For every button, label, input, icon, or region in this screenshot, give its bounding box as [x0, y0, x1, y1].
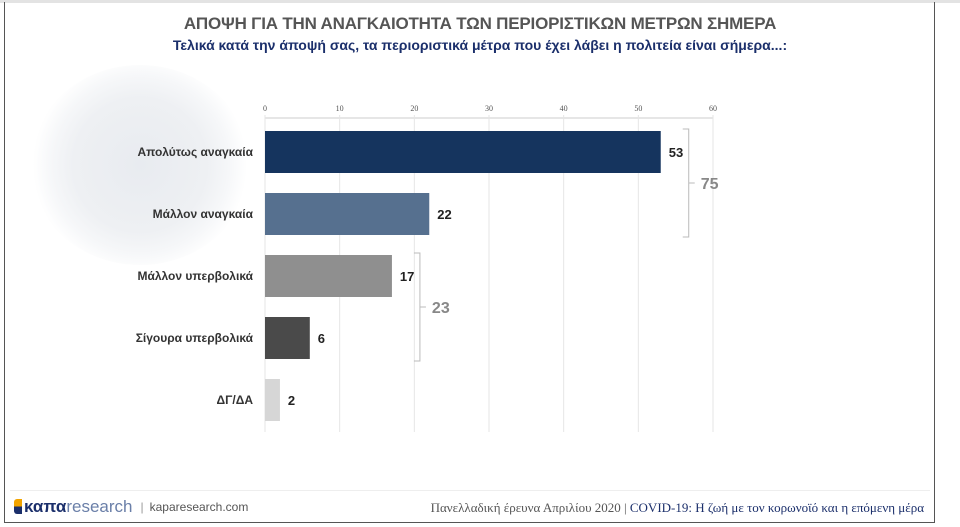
group-bracket — [682, 128, 695, 238]
bar — [265, 379, 280, 421]
logo-mark-icon — [14, 499, 22, 514]
footer-divider — [10, 490, 930, 491]
bar — [265, 131, 661, 173]
data-label: 53 — [669, 145, 683, 160]
bar — [265, 193, 430, 235]
category-label: ΔΓ/ΔΑ — [217, 393, 254, 407]
survey-title: COVID-19: Η ζωή με τον κορωνοϊό και η επ… — [629, 500, 924, 515]
logo-bold: καπα — [24, 497, 67, 516]
bar — [265, 317, 310, 359]
chart-subtitle: Τελικά κατά την άποψή σας, τα περιοριστι… — [172, 37, 788, 53]
category-label: Σίγουρα υπερβολικά — [136, 331, 254, 345]
data-label: 6 — [318, 331, 325, 346]
data-label: 2 — [288, 393, 295, 408]
category-label: Μάλλον υπερβολικά — [137, 269, 253, 283]
group-total-label: 75 — [701, 176, 719, 193]
survey-caption: Πανελλαδική έρευνα Απριλίου 2020 | COVID… — [431, 500, 924, 516]
kapa-research-logo: καπαresearch — [14, 497, 133, 517]
x-tick-label: 30 — [485, 104, 493, 113]
category-label: Μάλλον αναγκαία — [153, 207, 254, 221]
slide-frame — [4, 2, 935, 523]
bar — [265, 255, 392, 297]
x-tick-label: 0 — [263, 104, 267, 113]
separator: | — [140, 500, 144, 514]
category-label: Απολύτως αναγκαία — [137, 145, 253, 159]
site-url: kaparesearch.com — [149, 500, 249, 514]
x-tick-label: 40 — [560, 104, 568, 113]
x-tick-label: 20 — [410, 104, 418, 113]
virus-watermark-image — [30, 65, 250, 265]
x-tick-label: 60 — [709, 104, 717, 113]
site-link: | kaparesearch.com — [141, 500, 249, 514]
separator: | — [624, 500, 627, 515]
x-tick-label: 50 — [634, 104, 642, 113]
footer-branding: καπαresearch | kaparesearch.com — [14, 497, 248, 517]
chart-title: ΑΠΟΨΗ ΓΙΑ ΤΗΝ ΑΝΑΓΚΑΙΟΤΗΤΑ ΤΩΝ ΠΕΡΙΟΡΙΣΤ… — [183, 14, 777, 33]
top-border — [0, 0, 960, 3]
data-label: 22 — [437, 207, 451, 222]
logo-light: research — [66, 497, 133, 516]
x-tick-label: 10 — [336, 104, 344, 113]
survey-name: Πανελλαδική έρευνα Απριλίου 2020 — [430, 500, 621, 515]
group-total-label: 23 — [432, 300, 450, 317]
group-bracket — [413, 252, 426, 362]
data-label: 17 — [400, 269, 414, 284]
